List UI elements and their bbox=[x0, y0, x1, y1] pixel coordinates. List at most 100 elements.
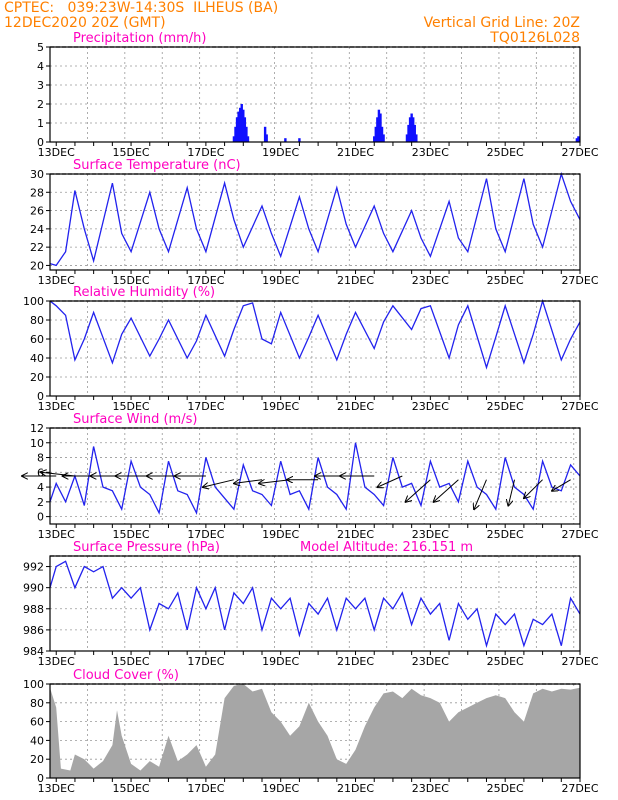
precipitation-title: Precipitation (mm/h) bbox=[73, 31, 206, 46]
precipitation-frame bbox=[49, 46, 581, 143]
relative-humidity-title: Relative Humidity (%) bbox=[73, 285, 215, 300]
surface-temperature-xtick-label: 17DEC bbox=[187, 274, 224, 287]
precipitation-bar bbox=[376, 117, 379, 142]
surface-pressure-xtick-label: 19DEC bbox=[262, 655, 299, 668]
surface-pressure-ytick-label: 990 bbox=[23, 582, 44, 595]
surface-pressure-subtitle: Model Altitude: 216.151 m bbox=[300, 540, 473, 555]
wind-arrow bbox=[434, 479, 459, 502]
relative-humidity-xtick-label: 25DEC bbox=[487, 400, 524, 413]
precipitation-bar bbox=[238, 107, 242, 142]
wind-arrow bbox=[524, 479, 543, 498]
precipitation-bar bbox=[232, 136, 236, 142]
precipitation-bar bbox=[265, 134, 268, 142]
precipitation-bar bbox=[377, 109, 381, 142]
surface-temperature-ytick-label: 20 bbox=[30, 259, 44, 272]
surface-wind-xtick-label: 15DEC bbox=[113, 528, 150, 541]
precipitation-bar bbox=[412, 117, 415, 142]
surface-temperature-xtick-label: 15DEC bbox=[113, 274, 150, 287]
cloud-cover-ytick-label: 100 bbox=[23, 678, 44, 691]
cloud-cover-xtick-label: 23DEC bbox=[412, 782, 449, 795]
relative-humidity-xtick-label: 21DEC bbox=[337, 400, 374, 413]
surface-temperature-title: Surface Temperature (nC) bbox=[73, 158, 241, 173]
cloud-cover-xtick-label: 15DEC bbox=[113, 782, 150, 795]
wind-arrow bbox=[203, 479, 235, 487]
surface-pressure-xtick-label: 27DEC bbox=[561, 655, 598, 668]
surface-pressure-xtick-label: 17DEC bbox=[187, 655, 224, 668]
wind-arrow bbox=[508, 479, 516, 506]
surface-pressure-ytick-label: 992 bbox=[23, 561, 44, 574]
precipitation-ytick-label: 0 bbox=[37, 136, 44, 149]
precipitation-bar bbox=[263, 126, 267, 142]
wind-arrow bbox=[406, 479, 431, 502]
cloud-cover-xtick-label: 19DEC bbox=[262, 782, 299, 795]
precipitation-bar bbox=[408, 117, 412, 142]
relative-humidity-xtick-label: 13DEC bbox=[38, 400, 75, 413]
cloud-cover-ytick-label: 0 bbox=[37, 772, 44, 785]
surface-wind-ytick-label: 12 bbox=[30, 422, 44, 435]
surface-wind-ytick-label: 8 bbox=[37, 452, 44, 465]
surface-wind-xtick-label: 25DEC bbox=[487, 528, 524, 541]
precipitation-bar bbox=[237, 111, 240, 142]
precipitation-bar bbox=[242, 109, 245, 142]
precipitation-bar bbox=[235, 117, 239, 142]
precipitation-bar bbox=[415, 134, 418, 142]
relative-humidity-ytick-label: 0 bbox=[37, 390, 44, 403]
cloud-cover-xtick-label: 27DEC bbox=[561, 782, 598, 795]
precipitation-bar bbox=[240, 104, 243, 142]
surface-wind-xtick-label: 13DEC bbox=[38, 528, 75, 541]
precipitation-bar bbox=[382, 134, 385, 142]
header-init-time: 12DEC2020 20Z (GMT) bbox=[4, 15, 166, 31]
precipitation-bar bbox=[246, 136, 250, 142]
surface-pressure-line bbox=[49, 560, 581, 649]
cloud-cover-xtick-label: 17DEC bbox=[187, 782, 224, 795]
relative-humidity-xtick-label: 27DEC bbox=[561, 400, 598, 413]
surface-wind-ytick-label: 6 bbox=[37, 466, 44, 479]
precipitation-xtick-label: 15DEC bbox=[113, 146, 150, 159]
cloud-cover-title: Cloud Cover (%) bbox=[73, 668, 179, 683]
relative-humidity-xtick-label: 15DEC bbox=[113, 400, 150, 413]
surface-temperature-xtick-label: 13DEC bbox=[38, 274, 75, 287]
precipitation-bar bbox=[234, 126, 237, 142]
precipitation-bar bbox=[243, 117, 247, 142]
cloud-cover-xtick-label: 25DEC bbox=[487, 782, 524, 795]
header-location: CPTEC: 039:23W-14:30S ILHEUS (BA) bbox=[4, 0, 279, 16]
precipitation-ytick-label: 3 bbox=[37, 79, 44, 92]
relative-humidity-xtick-label: 17DEC bbox=[187, 400, 224, 413]
relative-humidity-ytick-label: 60 bbox=[30, 333, 44, 346]
surface-wind-line bbox=[49, 442, 581, 515]
precipitation-bar bbox=[380, 126, 384, 142]
precipitation-xtick-label: 23DEC bbox=[412, 146, 449, 159]
surface-temperature-ytick-label: 26 bbox=[30, 205, 44, 218]
wind-arrow bbox=[474, 479, 487, 510]
surface-pressure-xtick-label: 13DEC bbox=[38, 655, 75, 668]
cloud-cover-area bbox=[50, 684, 580, 778]
surface-temperature-line bbox=[49, 171, 581, 267]
surface-pressure-title: Surface Pressure (hPa) bbox=[73, 540, 220, 555]
relative-humidity-frame bbox=[49, 300, 581, 397]
header-model-code: TQ0126L028 bbox=[490, 30, 580, 46]
surface-temperature-ytick-label: 24 bbox=[30, 223, 44, 236]
surface-wind-xtick-label: 27DEC bbox=[561, 528, 598, 541]
cloud-cover-ytick-label: 80 bbox=[30, 697, 44, 710]
surface-pressure-xtick-label: 15DEC bbox=[113, 655, 150, 668]
surface-temperature-frame bbox=[49, 173, 581, 271]
surface-temperature-xtick-label: 27DEC bbox=[561, 274, 598, 287]
relative-humidity-ytick-label: 20 bbox=[30, 371, 44, 384]
precipitation-bar bbox=[405, 134, 409, 142]
wind-arrow bbox=[41, 472, 75, 477]
surface-wind-ytick-label: 4 bbox=[37, 481, 44, 494]
precipitation-xtick-label: 13DEC bbox=[38, 146, 75, 159]
wind-arrow bbox=[552, 479, 571, 491]
relative-humidity-line bbox=[49, 298, 581, 370]
surface-temperature-xtick-label: 25DEC bbox=[487, 274, 524, 287]
precipitation-bar bbox=[379, 113, 382, 142]
cloud-cover-ytick-label: 60 bbox=[30, 716, 44, 729]
precipitation-xtick-label: 21DEC bbox=[337, 146, 374, 159]
precipitation-xtick-label: 25DEC bbox=[487, 146, 524, 159]
surface-wind-xtick-label: 19DEC bbox=[262, 528, 299, 541]
surface-pressure-xtick-label: 25DEC bbox=[487, 655, 524, 668]
precipitation-xtick-label: 19DEC bbox=[262, 146, 299, 159]
relative-humidity-ytick-label: 40 bbox=[30, 352, 44, 365]
wind-arrow bbox=[378, 475, 403, 487]
